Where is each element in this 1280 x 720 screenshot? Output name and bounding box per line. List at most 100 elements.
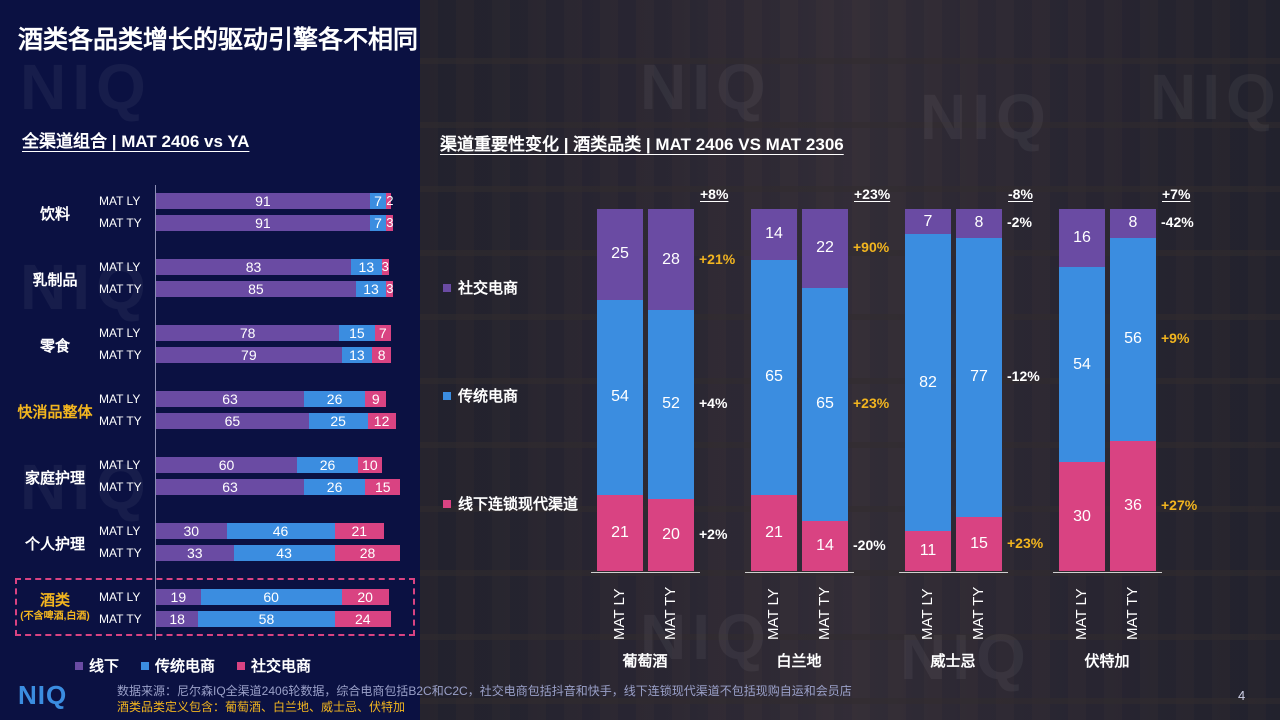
- bar-segment: 10: [358, 457, 382, 473]
- bar-segment: 79: [156, 347, 342, 363]
- bar-segment: 21: [334, 523, 384, 539]
- stacked-bar: 19 60 20: [156, 589, 389, 605]
- period-label: MAT TY: [99, 282, 142, 296]
- legend-swatch: [237, 661, 246, 670]
- bar-segment: 21: [597, 494, 643, 571]
- bar-segment: 18: [156, 611, 199, 627]
- legend-label: 传统电商: [155, 658, 216, 675]
- watermark-text: NIQ: [1150, 61, 1280, 133]
- total-change-label: +8%: [700, 186, 729, 202]
- period-label: MAT TY: [99, 216, 142, 230]
- stacked-bar: 83 13 3: [156, 259, 389, 275]
- bar-segment: 14: [802, 520, 848, 571]
- bar-segment: 26: [304, 391, 366, 407]
- stacked-bar: 91 7 2: [156, 193, 394, 209]
- bar-segment: 15: [365, 479, 401, 495]
- legend-label: 线下: [89, 658, 120, 675]
- segment-change-label: +23%: [853, 395, 890, 412]
- period-label: MAT LY: [99, 326, 141, 340]
- stacked-bar: 18 58 24: [156, 611, 391, 627]
- bar-segment: 2: [386, 193, 394, 209]
- group-label: 威士忌: [930, 653, 976, 670]
- group-baseline: [899, 572, 1008, 573]
- watermark-text: NIQ: [20, 51, 152, 123]
- bar-segment: 8: [372, 347, 391, 363]
- segment-change-label: -42%: [1161, 214, 1194, 231]
- bar-segment: 24: [334, 611, 391, 627]
- legend-item: 传统电商: [141, 655, 215, 676]
- legend-swatch: [443, 391, 451, 400]
- x-tick-label: MAT LY: [765, 588, 782, 640]
- bar-segment: 15: [339, 325, 375, 341]
- category-label: 酒类: [39, 592, 70, 609]
- x-tick-label: MAT LY: [919, 588, 936, 640]
- segment-change-label: -20%: [853, 536, 886, 553]
- stacked-bar: 91 7 3: [156, 215, 394, 231]
- bar-segment: 13: [351, 259, 382, 275]
- segment-change-label: +9%: [1161, 330, 1190, 347]
- bar-segment: 9: [365, 391, 387, 407]
- bar-segment: 91: [156, 215, 370, 231]
- bar-segment: 7: [905, 209, 951, 235]
- category-label: 饮料: [39, 206, 70, 223]
- bar-segment: 65: [802, 287, 848, 521]
- bar-segment: 7: [369, 193, 387, 209]
- page-number: 4: [1238, 688, 1246, 703]
- bar-segment: 65: [751, 259, 797, 495]
- stacked-bar: 30 46 21: [156, 523, 384, 539]
- stacked-bar: 63 26 15: [156, 479, 401, 495]
- bar-segment: 25: [597, 209, 643, 300]
- legend-item: 社交电商: [237, 655, 311, 676]
- segment-change-label: +90%: [853, 239, 890, 256]
- niq-logo: NIQ: [18, 680, 68, 710]
- legend-swatch: [141, 661, 150, 670]
- bar-segment: 3: [381, 259, 389, 275]
- legend-item: 社交电商: [443, 277, 518, 298]
- watermark-text: NIQ: [920, 81, 1052, 153]
- x-tick-label: MAT TY: [662, 586, 679, 640]
- stacked-bar: 78 15 7: [156, 325, 391, 341]
- stacked-bar: 63 26 9: [156, 391, 387, 407]
- x-tick-label: MAT TY: [1124, 586, 1141, 640]
- bar-segment: 65: [156, 413, 309, 429]
- period-label: MAT LY: [99, 590, 141, 604]
- bar-segment: 25: [308, 413, 368, 429]
- group-baseline: [1053, 572, 1162, 573]
- stacked-bar: 85 13 3: [156, 281, 394, 297]
- group-label: 白兰地: [776, 653, 822, 670]
- bar-segment: 63: [156, 391, 305, 407]
- bar-segment: 20: [648, 498, 694, 571]
- bar-segment: 7: [369, 215, 387, 231]
- stacked-bar: 79 13 8: [156, 347, 391, 363]
- x-tick-label: MAT TY: [816, 586, 833, 640]
- bar-segment: 30: [156, 523, 227, 539]
- bar-segment: 60: [156, 457, 297, 473]
- category-label: 零食: [39, 338, 70, 355]
- left-chart-title: 全渠道组合 | MAT 2406 vs YA: [22, 132, 250, 151]
- bar-segment: 56: [1110, 237, 1156, 441]
- stacked-bar: 60 26 10: [156, 457, 382, 473]
- bar-segment: 28: [334, 545, 401, 561]
- source-note: 数据来源：尼尔森IQ全渠道2406轮数据，综合电商包括B2C和C2C，社交电商包…: [117, 684, 852, 698]
- x-tick-label: MAT TY: [970, 586, 987, 640]
- bar-segment: 83: [156, 259, 352, 275]
- bar-segment: 26: [297, 457, 359, 473]
- segment-change-label: -12%: [1007, 368, 1040, 385]
- bar-segment: 3: [386, 281, 394, 297]
- watermark-text: NIQ: [20, 451, 152, 523]
- x-tick-label: MAT LY: [611, 588, 628, 640]
- segment-change-label: -2%: [1007, 214, 1032, 231]
- bar-segment: 3: [386, 215, 394, 231]
- watermark-text: NIQ: [640, 51, 772, 123]
- segment-change-label: +21%: [699, 250, 736, 267]
- page-title: 酒类各品类增长的驱动引擎各不相同: [18, 26, 419, 54]
- category-label: 家庭护理: [24, 470, 85, 487]
- bar-segment: 54: [597, 299, 643, 495]
- period-label: MAT TY: [99, 414, 142, 428]
- period-label: MAT TY: [99, 480, 142, 494]
- legend-item: 线下: [75, 655, 119, 676]
- group-label: 伏特加: [1084, 653, 1130, 670]
- bar-segment: 63: [156, 479, 305, 495]
- legend-label: 社交电商: [458, 280, 519, 297]
- category-label: 乳制品: [32, 272, 78, 289]
